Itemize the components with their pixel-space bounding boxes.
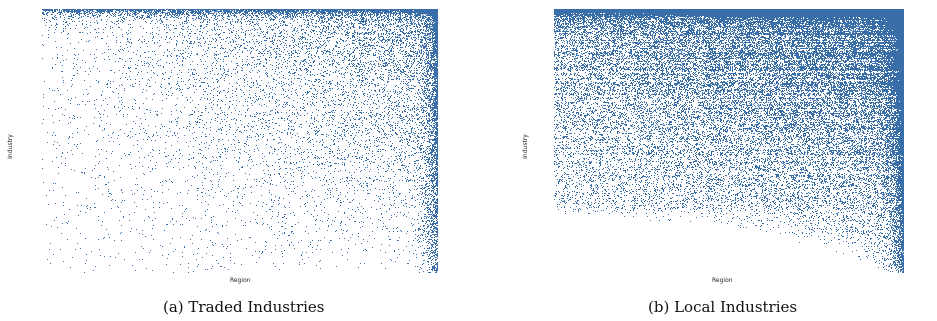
- matrix-cells: [42, 9, 438, 273]
- matrix-cells: [554, 9, 904, 273]
- chart-panel-local: Region Industry (b) Local Industries: [468, 0, 928, 321]
- presence-matrix-traded: [42, 9, 438, 273]
- presence-matrix-local: [554, 9, 904, 273]
- x-axis-label: Region: [712, 277, 733, 284]
- panel-caption: (a) Traded Industries: [163, 298, 325, 316]
- chart-panel-traded: Region Industry (a) Traded Industries: [0, 0, 460, 321]
- y-axis-label: Industry: [521, 134, 529, 159]
- panel-caption: (b) Local Industries: [648, 298, 798, 316]
- x-axis-label: Region: [230, 277, 251, 284]
- y-axis-label: Industry: [6, 134, 14, 159]
